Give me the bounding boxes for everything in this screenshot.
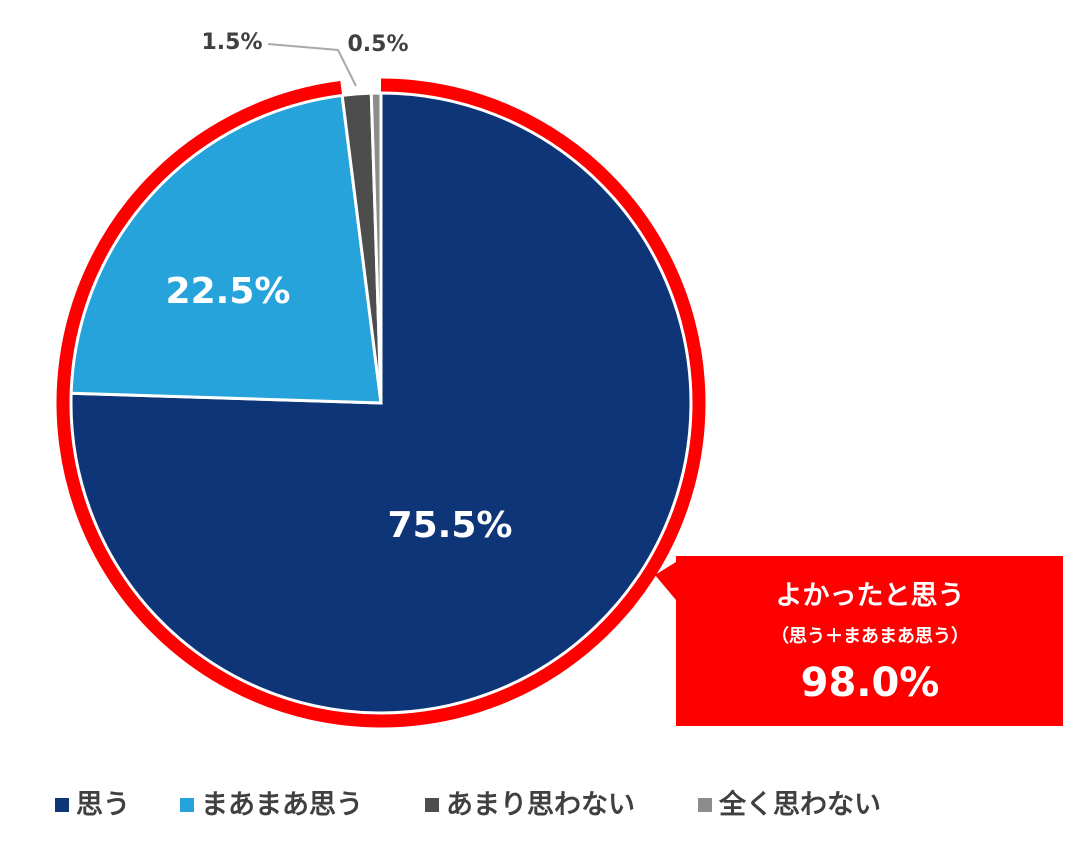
highlight-ring [56, 78, 706, 728]
data-label: 0.5% [347, 32, 408, 57]
leader-line [267, 43, 357, 87]
legend-swatch [698, 798, 712, 812]
pie-slice [69, 93, 383, 405]
pie-slice [69, 91, 693, 715]
callout-box [676, 556, 1063, 726]
legend-swatch [180, 798, 194, 812]
legend-swatch [55, 798, 69, 812]
callout: よかったと思う （思う＋まあまあ思う） 98.0% [655, 556, 1063, 726]
legend-label: あまり思わない [446, 790, 635, 821]
callout-value: 98.0% [801, 660, 940, 706]
data-label: 22.5% [166, 271, 291, 312]
legend-swatch [425, 798, 439, 812]
data-label: 75.5% [388, 505, 513, 546]
legend-label: まあまあ思う [201, 790, 363, 821]
callout-subtitle: （思う＋まあまあ思う） [771, 626, 969, 647]
pie-slice [369, 91, 383, 404]
legend-label: 全く思わない [718, 789, 881, 821]
callout-pointer [655, 562, 676, 600]
callout-title: よかったと思う [776, 581, 965, 612]
legend-label: 思う [76, 790, 130, 821]
data-label: 1.5% [201, 30, 262, 55]
